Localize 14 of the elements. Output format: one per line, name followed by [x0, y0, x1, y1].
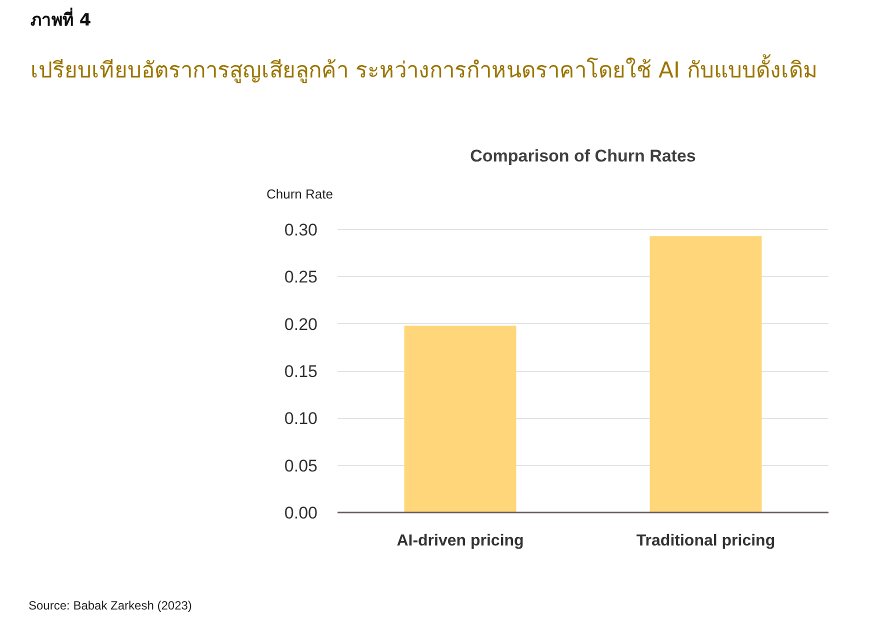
source-note: Source: Babak Zarkesh (2023) [28, 598, 192, 612]
y-tick-label: 0.30 [284, 220, 318, 240]
x-tick-label: AI-driven pricing [396, 532, 524, 550]
chart-title: เปรียบเทียบอัตราการสูญเสียลูกค้า ระหว่างการกำหนดราคาโดยใช้ AI กับแบบดั้งเดิม [30, 54, 818, 84]
y-tick-label: 0.15 [284, 362, 318, 381]
x-tick-label: Traditional pricing [636, 532, 776, 550]
text: ภาพที่ 4 [30, 8, 92, 30]
chart-subtitle: Comparison of Churn Rates [470, 146, 696, 166]
y-tick-label: 0.00 [284, 504, 318, 522]
y-tick-label: 0.05 [284, 456, 318, 476]
y-tick-label: 0.10 [284, 409, 318, 428]
y-tick-label: 0.20 [284, 314, 318, 334]
y-tick-label: 0.25 [284, 268, 318, 287]
y-axis-title: Churn Rate [266, 186, 333, 202]
